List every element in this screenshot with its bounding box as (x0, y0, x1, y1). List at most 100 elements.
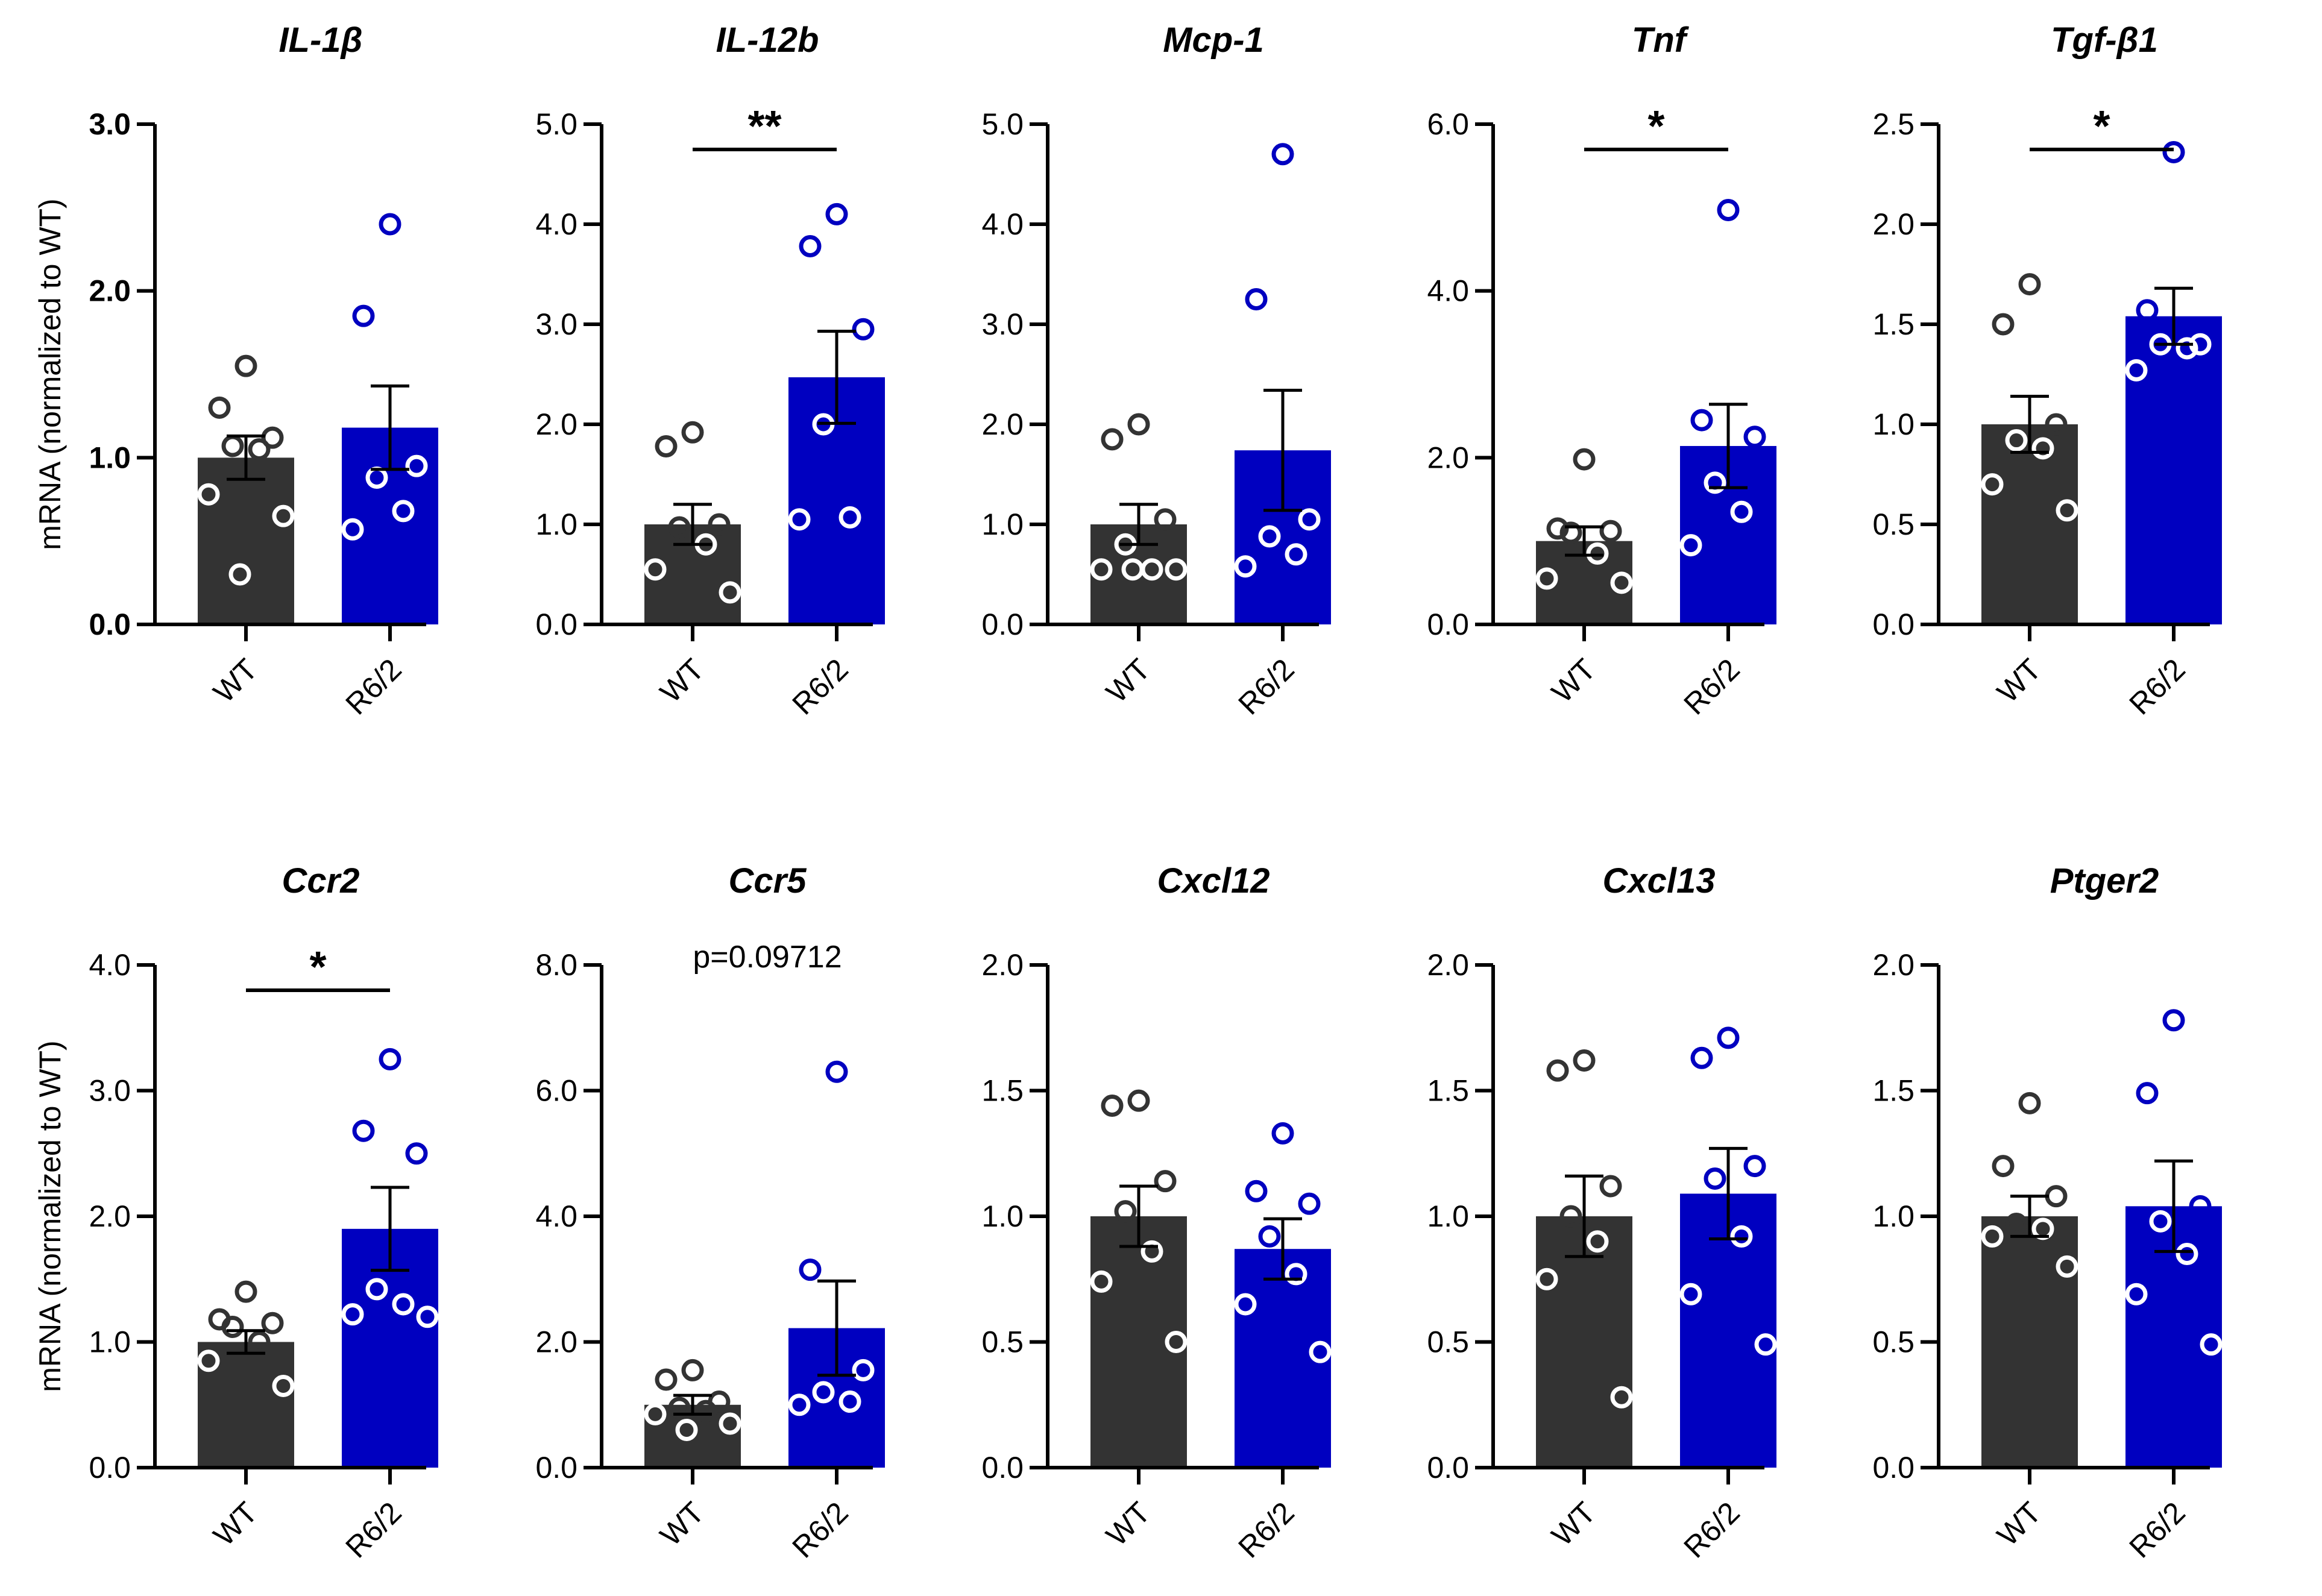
data-point (2056, 1255, 2078, 1278)
data-point (272, 1374, 295, 1397)
data-point (2136, 299, 2159, 322)
data-point (1258, 1225, 1281, 1248)
data-point (352, 1119, 375, 1142)
data-point (788, 1393, 811, 1416)
y-tick-label: 0.0 (89, 608, 131, 641)
data-point (2125, 359, 2148, 382)
data-point (838, 1390, 861, 1413)
category-label-wt: WT (1990, 1495, 2048, 1553)
data-point (1981, 473, 2004, 496)
y-tick-label: 3.0 (535, 307, 577, 341)
data-point (1234, 555, 1257, 578)
y-tick-label: 2.0 (1427, 948, 1469, 982)
data-point (1717, 1026, 1740, 1049)
y-tick-label: 4.0 (535, 1199, 577, 1233)
panel-il-1-: IL-1β WT R6/2 0.0 1.0 2.0 3.0 mRNA (normalized … (33, 20, 438, 721)
data-point (234, 1280, 257, 1303)
data-point (1546, 517, 1569, 540)
data-point (1298, 1192, 1321, 1215)
y-tick-label: 2.0 (535, 1325, 577, 1359)
data-point (1704, 1167, 1726, 1190)
y-tick-label: 0.5 (981, 1325, 1024, 1359)
category-label-wt: WT (1990, 652, 2048, 709)
y-tick-label: 4.0 (89, 948, 131, 982)
data-point (248, 1331, 271, 1353)
y-tick-label: 3.0 (89, 107, 131, 141)
data-point (825, 1060, 848, 1083)
data-point (1101, 428, 1124, 451)
data-point (1285, 1263, 1307, 1286)
significance-stars: ** (747, 102, 781, 151)
category-label-r62: R6/2 (339, 652, 407, 721)
category-label-wt: WT (1545, 1495, 1602, 1553)
data-point (416, 1305, 439, 1328)
data-point (1730, 1225, 1753, 1248)
data-point (2125, 1283, 2148, 1305)
data-point (812, 1381, 835, 1404)
category-label-wt: WT (1100, 1495, 1157, 1553)
data-point (1154, 1170, 1177, 1193)
data-point (228, 563, 251, 586)
category-label-r62: R6/2 (785, 1495, 854, 1564)
bar-wt (198, 1342, 294, 1468)
panel-cxcl12: Cxcl12 WT R6/2 0.0 0.5 1.0 1.5 2.0 (981, 861, 1332, 1564)
data-point (1573, 1049, 1596, 1072)
data-point (2189, 1195, 2212, 1217)
data-point (852, 1359, 875, 1381)
data-point (2018, 1092, 2041, 1114)
data-point (261, 1312, 284, 1334)
y-tick-label: 2.0 (535, 407, 577, 441)
data-point (655, 1368, 678, 1391)
data-point (392, 500, 415, 523)
data-point (379, 213, 401, 236)
data-point (341, 518, 364, 541)
y-tick-label: 6.0 (535, 1074, 577, 1108)
data-point (392, 1293, 415, 1316)
y-tick-label: 1.0 (981, 1199, 1024, 1233)
data-point (1141, 1240, 1163, 1263)
y-tick-label: 0.0 (535, 1451, 577, 1484)
category-label-r62: R6/2 (1232, 652, 1300, 721)
data-point (1121, 558, 1144, 581)
data-point (1127, 1089, 1150, 1112)
significance-stars: * (309, 943, 326, 991)
data-point (1535, 567, 1558, 590)
data-point (681, 1359, 704, 1381)
panel-title: Ccr2 (282, 861, 360, 900)
data-point (1101, 1095, 1124, 1117)
data-point (1743, 1155, 1766, 1178)
data-point (261, 426, 284, 449)
category-label-r62: R6/2 (1677, 1495, 1746, 1564)
y-tick-label: 2.0 (1872, 207, 1915, 241)
data-point (2136, 1082, 2159, 1105)
bar-wt (1981, 1216, 2078, 1468)
y-tick-label: 0.0 (1427, 1451, 1469, 1484)
data-point (644, 558, 667, 581)
y-tick-label: 0.5 (1872, 507, 1915, 541)
data-point (1127, 413, 1150, 436)
data-point (1573, 448, 1596, 471)
data-point (1743, 426, 1766, 448)
category-label-r62: R6/2 (2122, 652, 2191, 721)
y-tick-label: 4.0 (1427, 274, 1469, 308)
category-label-wt: WT (1100, 652, 1157, 709)
data-point (1258, 525, 1281, 548)
panel-ccr2: Ccr2 WT R6/2 0.0 1.0 2.0 3.0 4.0 mRNA (normalize… (33, 861, 439, 1564)
y-tick-label: 2.0 (1427, 441, 1469, 474)
data-point (1704, 471, 1726, 494)
data-point (1730, 500, 1753, 523)
panel-title: Tgf-β1 (2051, 20, 2158, 60)
y-tick-label: 1.5 (1427, 1074, 1469, 1108)
panel-il-12b: IL-12b WT R6/2 0.0 1.0 2.0 3.0 4.0 5.0 ** (535, 20, 885, 721)
data-point (1285, 543, 1307, 566)
y-tick-label: 0.0 (535, 608, 577, 641)
significance-stars: * (2093, 102, 2110, 151)
data-point (379, 1048, 401, 1070)
data-point (2056, 499, 2078, 522)
data-point (2005, 429, 2028, 452)
data-point (708, 513, 731, 536)
category-label-r62: R6/2 (1232, 1495, 1300, 1564)
data-point (1298, 508, 1321, 531)
data-point (197, 1349, 220, 1372)
